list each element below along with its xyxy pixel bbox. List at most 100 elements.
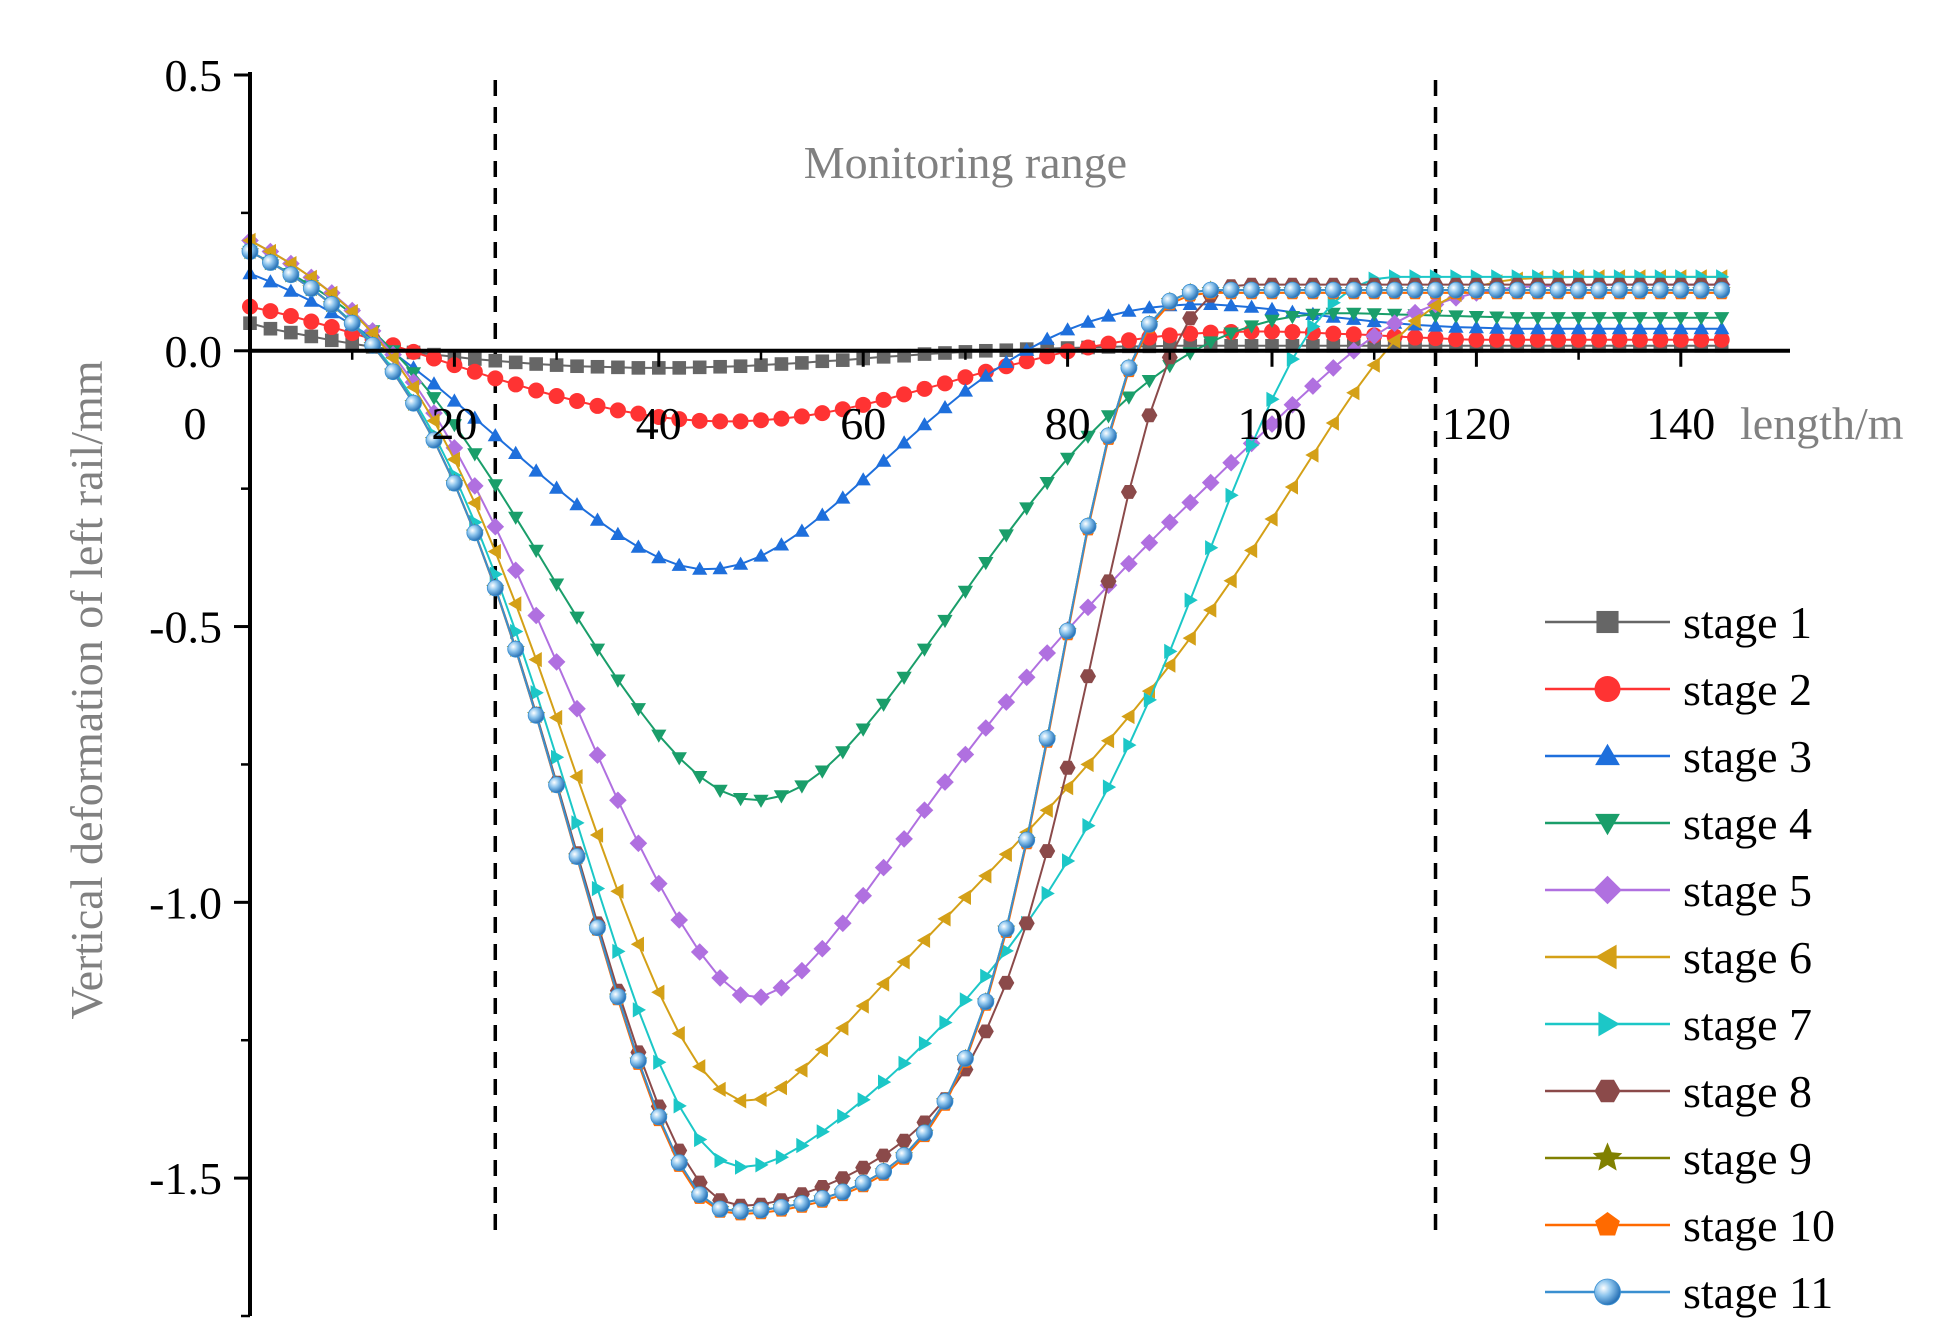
legend-label: stage 2 [1683,664,1812,715]
series-4-point [937,614,953,629]
series-4-point [1571,312,1587,326]
series-3-point [835,490,851,504]
series-5-point [568,699,586,718]
series-5-point [588,746,607,764]
series-2-point [1468,331,1485,348]
series-5-point [874,858,893,877]
series-11-point [1243,281,1260,299]
legend-item-6: stage 6 [1545,932,1812,983]
series-3-point [1632,321,1648,335]
x-tick-label: 140 [1646,398,1715,449]
series-4-point [1305,308,1321,322]
x-axis-title: length/m [1740,398,1904,449]
series-2-point [282,308,299,325]
series-2-point [1509,331,1526,348]
series-3-point [876,453,892,467]
series-4-point [1550,312,1566,326]
series-7-point [837,1108,851,1124]
series-6-point [1182,630,1196,646]
legend-marker [1595,813,1620,836]
series-4-point [487,479,503,493]
series-11-point [262,254,279,271]
series-2-point [262,303,279,320]
x-tick-label: 40 [636,398,682,449]
series-2-point [1345,326,1362,343]
legend-item-5: stage 5 [1545,865,1812,916]
series-6-point [916,932,931,948]
series-4-point [1448,310,1464,324]
series-11-point [1161,292,1179,310]
series-1-point [570,359,584,374]
series-5-point [506,561,525,580]
x-tick-label: 20 [431,398,477,449]
series-11-point [1018,831,1036,849]
series-11-point [1447,281,1465,299]
series-3-point [1530,321,1546,335]
series-3-point [262,274,279,288]
series-5-point [711,969,729,987]
monitoring-range-label: Monitoring range [804,137,1127,188]
series-1-point [611,360,625,375]
series-3-point [773,537,790,551]
series-11-point [466,524,484,542]
series-2-point [548,388,565,405]
series-5-point [1079,598,1097,617]
series-7-point [694,1131,708,1148]
series-4-point [773,790,790,804]
series-11-point [895,1147,913,1164]
series-2-point [1264,323,1280,340]
series-6-point [1325,415,1339,431]
series-7-point [714,1152,728,1169]
series-6-point [896,954,910,970]
series-6-point [1162,657,1176,673]
series-3-point [303,293,319,307]
series-4-point [732,793,749,807]
series-4-point [1203,336,1219,350]
series-11-point [1304,281,1322,299]
series-1-point [468,352,482,366]
series-6-point [569,769,583,785]
series-7-point [898,1055,912,1071]
series-5-point [486,517,505,536]
series-7-point [816,1124,830,1140]
series-3-point [1652,321,1668,335]
series-5-point [1161,513,1179,532]
series-2-point [1407,329,1424,346]
series-8-point [896,1133,913,1148]
series-4-point [1100,410,1117,424]
series-11-point [1631,281,1649,299]
y-tick-label: 0.0 [165,326,223,377]
series-4-point [712,784,728,798]
legend-label: stage 5 [1683,865,1812,916]
legend-marker [1594,676,1621,702]
series-11-point [1549,281,1567,299]
series-1-point [754,358,768,372]
series-1-point [631,361,646,375]
series-2-point [609,402,626,419]
series-3-point [569,497,585,511]
series-3-point [998,354,1014,368]
series-2-point [650,408,667,425]
series-11-point [854,1174,872,1192]
legend-label: stage 7 [1683,999,1812,1050]
series-1-point [284,325,298,340]
legend-label: stage 1 [1683,597,1812,648]
series-4-point [446,419,462,433]
series-6-point [876,976,890,992]
series-1-point [652,361,666,375]
series-2-point [1529,331,1546,348]
x-tick-label: 120 [1442,398,1511,449]
series-5-point [854,886,872,905]
series-5-point [1304,377,1322,395]
series-11-point [1651,281,1669,299]
series-1-point [938,346,952,360]
y-axis-title: Vertical deformation of left rail/mm [61,360,112,1019]
series-6-point [1366,357,1380,373]
series-7-point [1266,391,1280,407]
series-8-point [998,975,1015,990]
series-6-point [978,868,992,884]
series-1-point [263,321,278,336]
series-6-point [773,1080,787,1096]
series-2-point [814,405,831,422]
